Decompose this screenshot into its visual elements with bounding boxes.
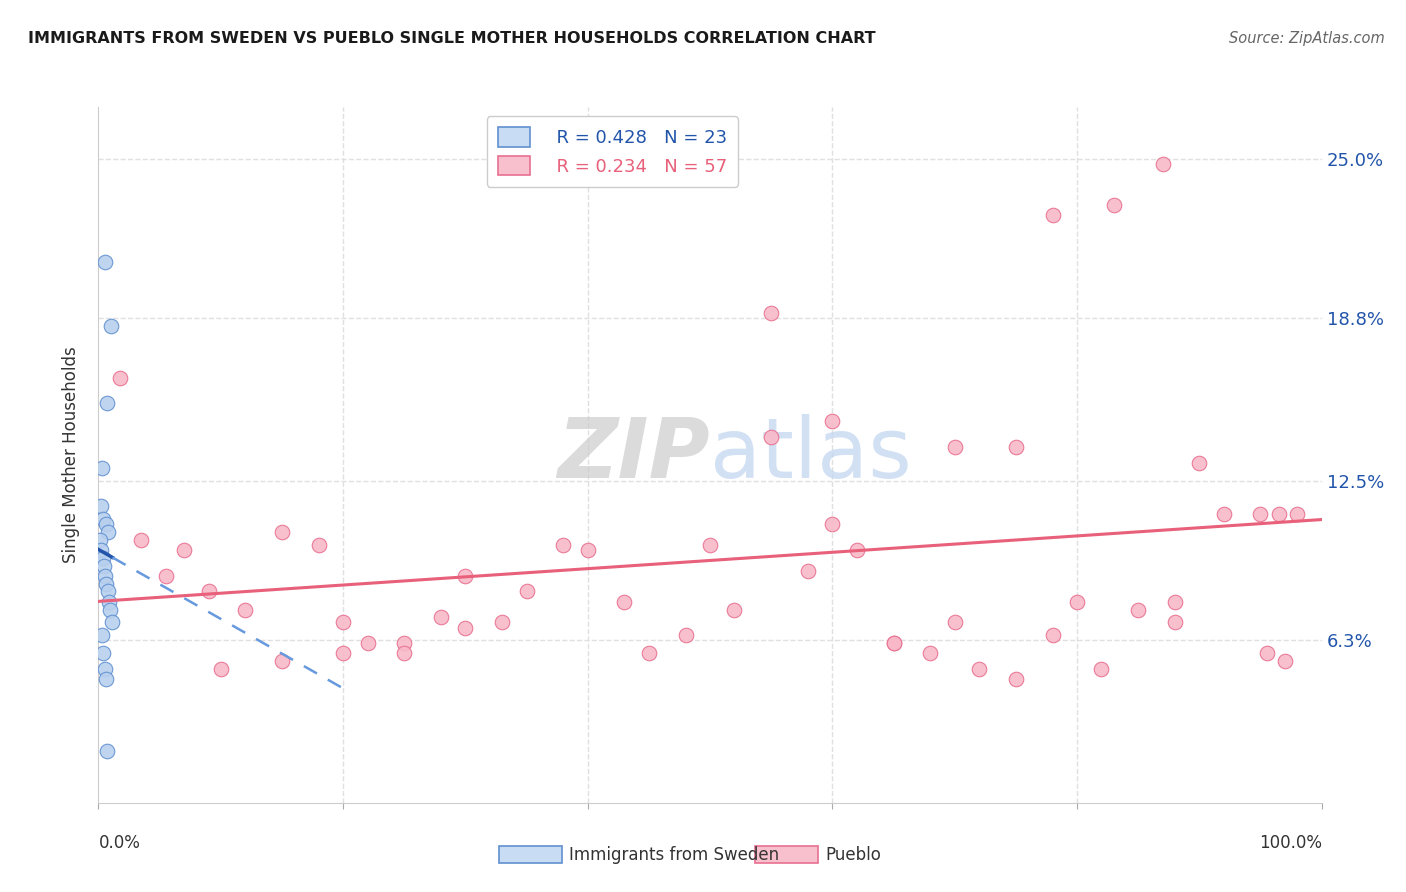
Point	[1102, 198, 1125, 212]
Point	[943, 615, 966, 630]
Point	[91, 460, 114, 475]
Point	[1152, 157, 1174, 171]
Point	[197, 584, 219, 599]
Point	[1268, 507, 1291, 521]
Point	[96, 576, 118, 591]
Point	[943, 440, 966, 454]
Point	[100, 319, 122, 334]
Point	[94, 569, 117, 583]
Text: Immigrants from Sweden: Immigrants from Sweden	[569, 846, 779, 863]
Point	[173, 543, 195, 558]
Point	[392, 646, 416, 660]
Text: Pueblo: Pueblo	[825, 846, 882, 863]
Point	[1004, 440, 1026, 454]
Point	[110, 370, 132, 384]
Point	[1188, 456, 1211, 470]
Point	[270, 654, 294, 668]
Point	[821, 414, 844, 428]
Legend:   R = 0.428   N = 23,   R = 0.234   N = 57: R = 0.428 N = 23, R = 0.234 N = 57	[486, 116, 738, 186]
Point	[638, 646, 661, 660]
Point	[96, 396, 118, 410]
Point	[491, 615, 513, 630]
Point	[233, 602, 256, 616]
Point	[1042, 628, 1064, 642]
Point	[845, 543, 868, 558]
Point	[675, 628, 697, 642]
Point	[723, 602, 745, 616]
Point	[91, 628, 114, 642]
Point	[209, 662, 232, 676]
Point	[97, 525, 120, 540]
Point	[98, 602, 121, 616]
Point	[699, 538, 721, 552]
Point	[920, 646, 942, 660]
Point	[883, 636, 905, 650]
Point	[91, 646, 114, 660]
Point	[1128, 602, 1150, 616]
Point	[91, 551, 114, 566]
Point	[97, 584, 120, 599]
Point	[797, 564, 820, 578]
Point	[1286, 507, 1309, 521]
Point	[129, 533, 152, 547]
Point	[94, 672, 117, 686]
Text: Source: ZipAtlas.com: Source: ZipAtlas.com	[1229, 31, 1385, 46]
Point	[613, 595, 636, 609]
Point	[516, 584, 538, 599]
Point	[93, 254, 115, 268]
Text: 100.0%: 100.0%	[1258, 834, 1322, 852]
Point	[97, 595, 120, 609]
Point	[93, 558, 115, 573]
Point	[332, 646, 354, 660]
Point	[1274, 654, 1296, 668]
Point	[1042, 208, 1064, 222]
Point	[454, 569, 477, 583]
Point	[1164, 595, 1187, 609]
Point	[883, 636, 905, 650]
Text: ZIP: ZIP	[557, 415, 710, 495]
Point	[89, 533, 111, 547]
Point	[332, 615, 354, 630]
Point	[155, 569, 177, 583]
Point	[1212, 507, 1234, 521]
Point	[1250, 507, 1272, 521]
Point	[392, 636, 416, 650]
Point	[356, 636, 378, 650]
Point	[967, 662, 990, 676]
Point	[1090, 662, 1112, 676]
Y-axis label: Single Mother Households: Single Mother Households	[62, 347, 80, 563]
Point	[90, 543, 112, 558]
Point	[90, 500, 112, 514]
Point	[94, 517, 117, 532]
Point	[101, 615, 124, 630]
Point	[576, 543, 599, 558]
Point	[270, 525, 294, 540]
Point	[308, 538, 330, 552]
Text: atlas: atlas	[710, 415, 911, 495]
Point	[1004, 672, 1026, 686]
Point	[1164, 615, 1187, 630]
Point	[1256, 646, 1278, 660]
Point	[454, 621, 477, 635]
Point	[91, 512, 114, 526]
Point	[1066, 595, 1088, 609]
Text: IMMIGRANTS FROM SWEDEN VS PUEBLO SINGLE MOTHER HOUSEHOLDS CORRELATION CHART: IMMIGRANTS FROM SWEDEN VS PUEBLO SINGLE …	[28, 31, 876, 46]
Text: 0.0%: 0.0%	[98, 834, 141, 852]
Point	[553, 538, 575, 552]
Point	[761, 430, 783, 444]
Point	[821, 517, 844, 532]
Point	[761, 306, 783, 320]
Point	[93, 662, 115, 676]
Point	[430, 610, 453, 624]
Point	[96, 744, 118, 758]
